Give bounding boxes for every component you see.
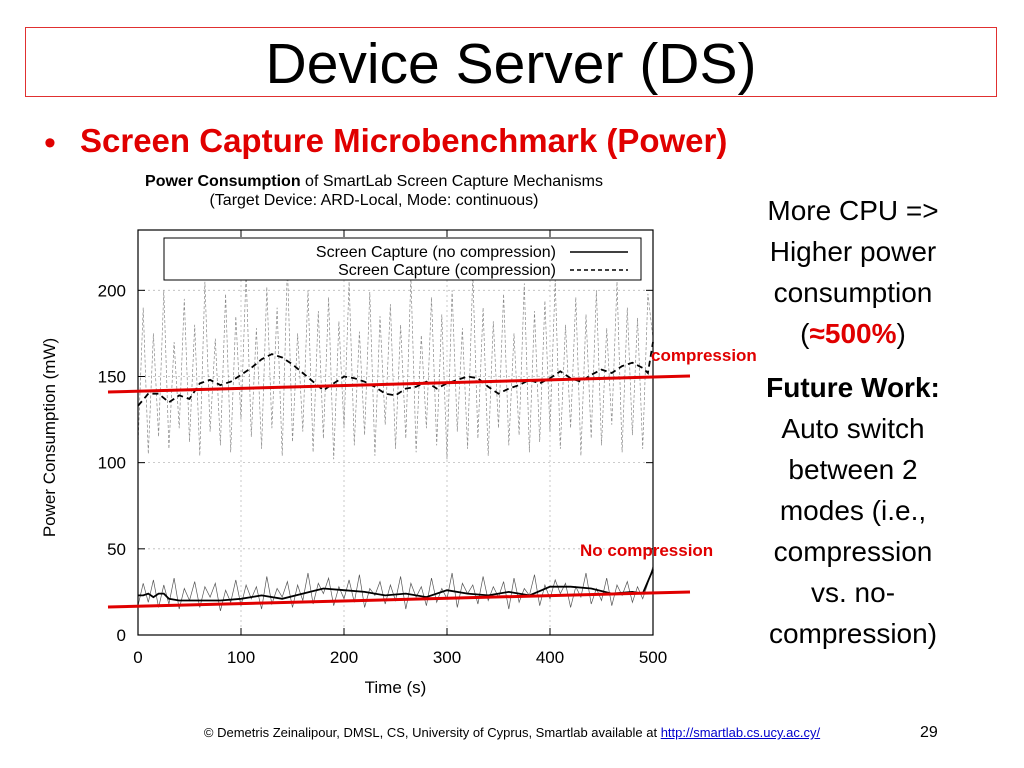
bullet-marker: • — [44, 124, 56, 162]
series-line-1 — [137, 341, 654, 407]
page-number: 29 — [920, 724, 938, 741]
compression-trend-line — [107, 374, 691, 394]
chart-subtitle: (Target Device: ARD-Local, Mode: continu… — [209, 192, 539, 209]
x-tick-label: 500 — [639, 648, 667, 667]
legend-box — [163, 237, 642, 281]
footer-text: © Demetris Zeinalipour, DMSL, CS, Univer… — [203, 725, 661, 740]
x-tick-label: 200 — [330, 648, 358, 667]
future-work-line: modes (i.e., — [779, 495, 927, 526]
x-tick-label: 300 — [433, 648, 461, 667]
no-compression-annotation: No compression — [580, 541, 714, 560]
chart-title-bold: Power Consumption — [145, 173, 301, 190]
future-work-line: between 2 — [788, 454, 918, 485]
x-tick-label: 0 — [133, 648, 142, 667]
bullet-heading: Screen Capture Microbenchmark (Power) — [80, 122, 728, 159]
y-tick-label: 150 — [98, 367, 126, 386]
future-work-line: vs. no- — [810, 577, 896, 608]
compression-annotation: compression — [651, 346, 757, 365]
y-tick-label: 100 — [98, 454, 126, 473]
paren-close: ) — [896, 318, 906, 349]
chart-title-block: Power Consumption of SmartLab Screen Cap… — [60, 172, 688, 210]
future-work-label: Future Work: — [766, 372, 940, 403]
paren-open: ( — [800, 318, 810, 349]
side-note-future-work: Future Work: Auto switch between 2 modes… — [735, 367, 971, 654]
slide-title: Device Server (DS) — [265, 32, 757, 96]
side-note-cpu: More CPU => Higher power consumption (≈5… — [735, 190, 971, 354]
side-note-line: More CPU => — [767, 195, 939, 226]
series-line-3 — [137, 264, 654, 460]
future-work-line: Auto switch — [781, 413, 925, 444]
percent-highlight: ≈500% — [809, 318, 897, 349]
series-line-0 — [138, 569, 654, 602]
side-note-percent-line: (≈500%) — [735, 313, 971, 354]
x-tick-label: 400 — [536, 648, 564, 667]
y-tick-label: 50 — [107, 540, 126, 559]
future-work-line: compression) — [768, 618, 938, 649]
x-tick-label: 100 — [227, 648, 255, 667]
chart-title-line: Power Consumption of SmartLab Screen Cap… — [60, 172, 688, 191]
footer-link[interactable]: http://smartlab.cs.ucy.ac.cy/ — [660, 725, 821, 740]
legend-label: Screen Capture (no compression) — [316, 244, 556, 261]
future-work-line: compression — [773, 536, 933, 567]
y-tick-label: 200 — [98, 281, 126, 300]
x-axis-label: Time (s) — [365, 678, 427, 697]
footer: © Demetris Zeinalipour, DMSL, CS, Univer… — [0, 725, 1024, 740]
y-axis-label: Power Consumption (mW) — [40, 338, 59, 537]
side-note-line: Higher power — [769, 236, 937, 267]
legend-label: Screen Capture (compression) — [338, 262, 556, 279]
y-tick-label: 0 — [117, 626, 126, 645]
plot-frame — [137, 229, 654, 636]
no-compression-trend-line — [107, 590, 691, 609]
title-frame: Device Server (DS) — [25, 27, 997, 97]
side-note-line: consumption — [773, 277, 933, 308]
chart-title-rest: of SmartLab Screen Capture Mechanisms — [300, 173, 603, 190]
